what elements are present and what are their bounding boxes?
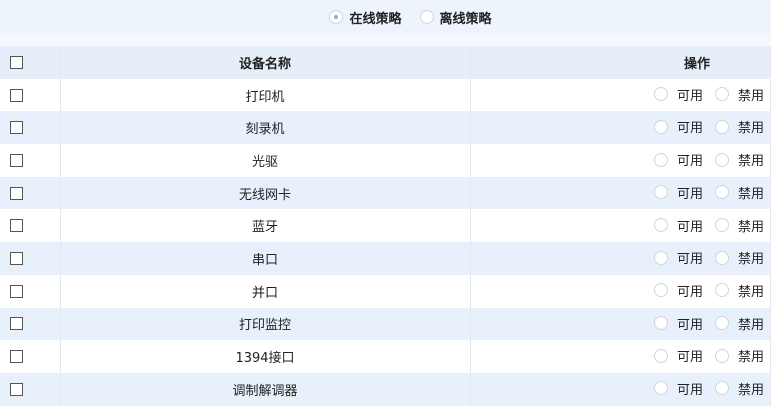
offline-policy-radio[interactable] bbox=[419, 10, 434, 24]
device-name: 打印监控 bbox=[60, 307, 471, 341]
disable-radio[interactable] bbox=[714, 185, 729, 200]
row-checkbox[interactable] bbox=[10, 350, 23, 364]
device-name: 1394接口 bbox=[60, 340, 471, 373]
disable-option[interactable]: 禁用 bbox=[714, 85, 764, 104]
enable-radio[interactable] bbox=[653, 250, 668, 265]
enable-radio[interactable] bbox=[653, 218, 668, 233]
row-checkbox[interactable] bbox=[10, 382, 23, 396]
disable-radio[interactable] bbox=[714, 381, 729, 396]
enable-option[interactable]: 可用 bbox=[653, 183, 703, 202]
table-row: 无线网卡 可用 禁用 bbox=[0, 176, 771, 210]
device-name: 并口 bbox=[60, 274, 471, 308]
table-row: 打印监控 可用 禁用 bbox=[0, 307, 771, 341]
table-header: 设备名称 操作 bbox=[0, 46, 771, 79]
disable-radio[interactable] bbox=[714, 119, 729, 134]
header-device-name: 设备名称 bbox=[60, 46, 471, 79]
row-checkbox[interactable] bbox=[10, 153, 23, 167]
policy-mode-bar: 在线策略 离线策略 bbox=[0, 0, 771, 34]
disable-radio[interactable] bbox=[714, 87, 729, 102]
enable-option[interactable]: 可用 bbox=[653, 248, 703, 267]
disable-radio[interactable] bbox=[714, 348, 729, 363]
disable-radio[interactable] bbox=[714, 316, 729, 331]
table-row: 串口 可用 禁用 bbox=[0, 242, 771, 275]
table-row: 调制解调器 可用 禁用 bbox=[0, 372, 771, 406]
device-name: 光驱 bbox=[60, 144, 471, 177]
device-name: 刻录机 bbox=[60, 111, 471, 145]
online-policy-radio[interactable] bbox=[329, 10, 344, 24]
enable-radio[interactable] bbox=[653, 316, 668, 331]
disable-radio[interactable] bbox=[714, 152, 729, 167]
device-table: 设备名称 操作 打印机 可用 禁用 刻录机 可用 禁用 光驱 可用 禁用 无线网卡 可… bbox=[0, 46, 771, 406]
device-name: 打印机 bbox=[60, 78, 471, 112]
enable-option[interactable]: 可用 bbox=[653, 281, 703, 300]
enable-option[interactable]: 可用 bbox=[653, 117, 703, 136]
online-policy-option[interactable]: 在线策略 bbox=[329, 8, 402, 27]
disable-radio[interactable] bbox=[714, 218, 729, 233]
table-row: 1394接口 可用 禁用 bbox=[0, 340, 771, 373]
row-checkbox[interactable] bbox=[10, 186, 23, 200]
enable-option[interactable]: 可用 bbox=[653, 216, 703, 235]
enable-radio[interactable] bbox=[653, 348, 668, 363]
enable-option[interactable]: 可用 bbox=[653, 346, 703, 365]
enable-radio[interactable] bbox=[653, 119, 668, 134]
row-checkbox[interactable] bbox=[10, 284, 23, 298]
row-checkbox[interactable] bbox=[10, 88, 23, 102]
enable-radio[interactable] bbox=[653, 381, 668, 396]
row-checkbox[interactable] bbox=[10, 317, 23, 331]
disable-option[interactable]: 禁用 bbox=[714, 117, 764, 136]
table-row: 并口 可用 禁用 bbox=[0, 274, 771, 308]
row-checkbox[interactable] bbox=[10, 121, 23, 135]
disable-option[interactable]: 禁用 bbox=[714, 183, 764, 202]
disable-option[interactable]: 禁用 bbox=[714, 346, 764, 365]
device-name: 蓝牙 bbox=[60, 209, 471, 243]
disable-option[interactable]: 禁用 bbox=[714, 248, 764, 267]
table-row: 刻录机 可用 禁用 bbox=[0, 111, 771, 145]
spacer bbox=[0, 34, 771, 46]
disable-option[interactable]: 禁用 bbox=[714, 150, 764, 169]
row-checkbox[interactable] bbox=[10, 219, 23, 233]
row-checkbox[interactable] bbox=[10, 251, 23, 265]
device-name: 无线网卡 bbox=[60, 176, 471, 210]
disable-option[interactable]: 禁用 bbox=[714, 216, 764, 235]
table-row: 打印机 可用 禁用 bbox=[0, 78, 771, 112]
table-row: 蓝牙 可用 禁用 bbox=[0, 209, 771, 243]
enable-radio[interactable] bbox=[653, 152, 668, 167]
offline-policy-option[interactable]: 离线策略 bbox=[419, 8, 492, 27]
enable-radio[interactable] bbox=[653, 185, 668, 200]
table-row: 光驱 可用 禁用 bbox=[0, 144, 771, 177]
disable-option[interactable]: 禁用 bbox=[714, 281, 764, 300]
select-all-checkbox[interactable] bbox=[10, 55, 23, 69]
enable-option[interactable]: 可用 bbox=[653, 85, 703, 104]
enable-option[interactable]: 可用 bbox=[653, 314, 703, 333]
enable-option[interactable]: 可用 bbox=[653, 379, 703, 398]
device-name: 调制解调器 bbox=[60, 372, 471, 406]
device-name: 串口 bbox=[60, 242, 471, 275]
enable-radio[interactable] bbox=[653, 87, 668, 102]
enable-radio[interactable] bbox=[653, 283, 668, 298]
header-ops: 操作 bbox=[470, 46, 771, 79]
enable-option[interactable]: 可用 bbox=[653, 150, 703, 169]
disable-option[interactable]: 禁用 bbox=[714, 314, 764, 333]
disable-option[interactable]: 禁用 bbox=[714, 379, 764, 398]
disable-radio[interactable] bbox=[714, 283, 729, 298]
disable-radio[interactable] bbox=[714, 250, 729, 265]
